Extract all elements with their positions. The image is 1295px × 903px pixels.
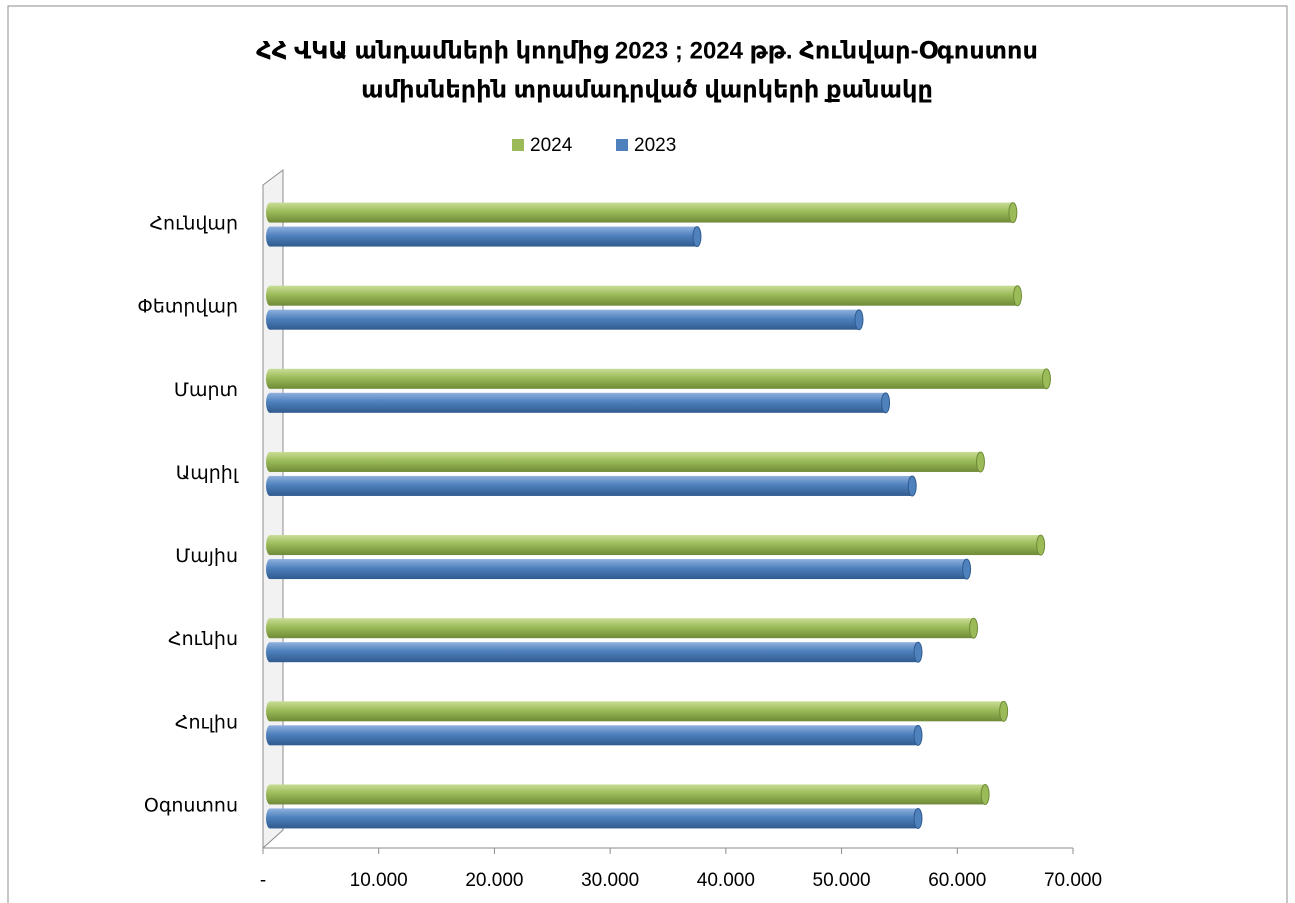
bar-body	[270, 226, 697, 247]
bar	[266, 534, 1046, 556]
bar-cap	[962, 558, 972, 580]
x-tick-label: 30.000	[581, 870, 639, 891]
legend-label: 2024	[530, 135, 573, 156]
bar-body	[270, 202, 1013, 223]
y-tick-label: Մարտ	[174, 380, 238, 401]
bar-cap	[1008, 202, 1018, 224]
bar	[266, 700, 1009, 722]
bar-cap	[1013, 285, 1023, 307]
legend-swatch	[616, 139, 628, 151]
bar-body	[270, 535, 1041, 556]
y-tick-label: Ապրիլ	[176, 463, 239, 484]
bar	[266, 807, 923, 829]
bar	[266, 724, 923, 746]
bar	[266, 558, 972, 580]
legend-swatch	[512, 139, 524, 151]
bar	[266, 617, 979, 639]
bar-cap	[692, 226, 702, 248]
bar-body	[270, 392, 886, 413]
bar-cap	[913, 641, 923, 663]
x-tick-label: 40.000	[697, 870, 755, 891]
legend-label: 2023	[634, 135, 676, 156]
bar-body	[270, 701, 1004, 722]
bar-cap	[980, 783, 990, 805]
bar-body	[270, 368, 1047, 389]
bar-body	[270, 642, 918, 663]
bar	[266, 309, 864, 331]
bar	[266, 226, 702, 248]
bar-body	[270, 309, 859, 330]
bar-body	[270, 784, 986, 805]
bar-body	[270, 451, 981, 472]
chart-title: ամիսներին տրամադրված վարկերի քանակը	[361, 76, 933, 103]
y-tick-label: Հուլիս	[175, 712, 238, 733]
bar-cap	[969, 617, 979, 639]
chart-title: ՀՀ ՎԿԱ անդամների կողմից 2023 ; 2024 թթ. …	[256, 37, 1038, 64]
bar-cap	[999, 700, 1009, 722]
bar-body	[270, 559, 967, 580]
bar	[266, 392, 891, 414]
back-wall	[262, 169, 284, 850]
bar-body	[270, 808, 918, 829]
bar-body	[270, 725, 918, 746]
bar	[266, 783, 990, 805]
bar	[266, 451, 985, 473]
bar	[266, 368, 1051, 390]
x-tick-label: 20.000	[465, 870, 523, 891]
bar-cap	[913, 724, 923, 746]
y-tick-label: Փետրվար	[137, 297, 238, 318]
x-tick-label: 10.000	[350, 870, 408, 891]
bar-cap	[913, 807, 923, 829]
y-tick-label: Մայիս	[175, 546, 238, 567]
bar	[266, 202, 1018, 224]
bar-cap	[1041, 368, 1051, 390]
x-tick-label: 60.000	[928, 870, 986, 891]
y-tick-label: Օգոստոս	[144, 795, 238, 816]
x-tick-label: 70.000	[1044, 870, 1102, 891]
bar	[266, 285, 1023, 307]
bar	[266, 641, 923, 663]
bar-cap	[1036, 534, 1046, 556]
bar	[266, 475, 917, 497]
bar-cap	[854, 309, 864, 331]
bar-body	[270, 618, 974, 639]
bar-cap	[907, 475, 917, 497]
bar-body	[270, 285, 1018, 306]
bar-body	[270, 475, 913, 496]
x-tick-label: -	[260, 870, 266, 891]
y-tick-label: Հունիս	[168, 629, 238, 650]
bar-cap	[975, 451, 985, 473]
bar-cap	[881, 392, 891, 414]
x-tick-label: 50.000	[813, 870, 871, 891]
y-tick-label: Հունվար	[149, 214, 238, 235]
